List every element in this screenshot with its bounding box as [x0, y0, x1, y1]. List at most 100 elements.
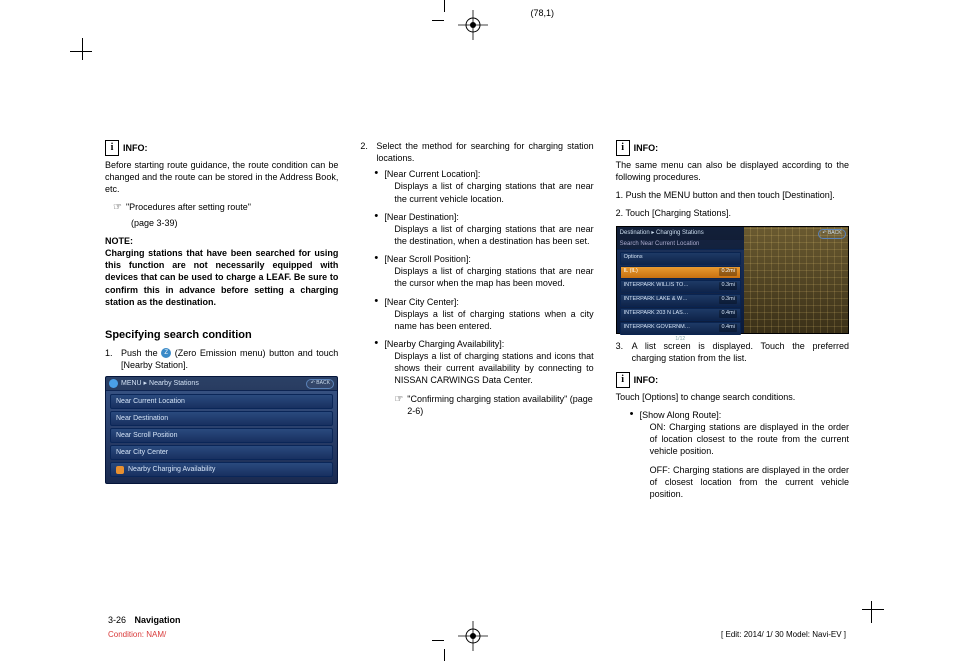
- option-title: [Near Scroll Position]:: [384, 254, 471, 264]
- destination-screenshot: Destination ▸ Charging Stations Search N…: [616, 226, 849, 334]
- row-distance: 0.4mi: [719, 324, 736, 331]
- option-title: [Near City Center]:: [384, 297, 459, 307]
- destination-rows: Options IL (IL) 0.2mi INTERPARK WILLIS TO…: [617, 250, 744, 345]
- page-number: 3-26: [108, 615, 126, 625]
- step-text: A list screen is displayed. Touch the pr…: [632, 341, 849, 363]
- screenshot-header: Destination ▸ Charging Stations: [617, 227, 744, 240]
- back-button: ↶ BACK: [306, 379, 334, 389]
- column-2: 2. Select the method for searching for c…: [360, 140, 593, 506]
- info-label: INFO:: [123, 142, 148, 154]
- option-desc: Displays a list of charging stations tha…: [384, 265, 593, 289]
- option-item: [Show Along Route]: ON: Charging station…: [630, 409, 849, 500]
- option-item: [Near City Center]: Displays a list of c…: [374, 296, 593, 332]
- registration-mark-top: [458, 10, 488, 40]
- info-heading: i INFO:: [105, 140, 338, 156]
- content-columns: i INFO: Before starting route guidance, …: [50, 30, 904, 506]
- row-name: INTERPARK LAKE & W…: [624, 296, 688, 303]
- edit-mark: [ Edit: 2014/ 1/ 30 Model: Navi-EV ]: [721, 630, 846, 639]
- info-icon: i: [616, 372, 630, 388]
- crop-mark: [432, 640, 444, 641]
- screenshot-subheader: Search Near Current Location: [617, 240, 744, 250]
- option-off-desc: OFF: Charging stations are displayed in …: [640, 464, 849, 500]
- row-distance: 0.3mi: [719, 296, 736, 303]
- option-desc: Displays a list of charging stations tha…: [384, 223, 593, 247]
- condition-mark: Condition: NAM/: [108, 630, 166, 639]
- option-desc: Displays a list of charging stations tha…: [384, 180, 593, 204]
- info-body: The same menu can also be displayed acco…: [616, 159, 849, 183]
- step-number: 1.: [105, 347, 113, 359]
- crop-mark: [871, 601, 872, 623]
- section-name: Navigation: [135, 615, 181, 625]
- procedure-line: 2. Touch [Charging Stations].: [616, 207, 849, 219]
- info-body: Before starting route guidance, the rout…: [105, 159, 338, 195]
- step-3: 3. A list screen is displayed. Touch the…: [616, 340, 849, 364]
- row-name: INTERPARK GOVERNM…: [624, 324, 691, 331]
- row-name: INTERPARK WILLIS TO…: [624, 282, 689, 289]
- crop-mark: [444, 0, 445, 12]
- crop-mark: [862, 609, 884, 610]
- note-body: Charging stations that have been searche…: [105, 247, 338, 308]
- option-title: [Nearby Charging Availability]:: [384, 339, 504, 349]
- row-distance: 0.3mi: [719, 282, 736, 289]
- note-label: NOTE:: [105, 235, 338, 247]
- options-label: Options: [624, 254, 643, 261]
- cross-reference: ☞ "Confirming charging station availabil…: [394, 393, 593, 417]
- back-button: ↶ BACK: [818, 229, 846, 239]
- option-on-desc: ON: Charging stations are displayed in t…: [640, 421, 849, 457]
- menu-row: Near Destination: [110, 411, 333, 426]
- menu-icon: [109, 379, 118, 388]
- option-item: [Near Destination]: Displays a list of c…: [374, 211, 593, 247]
- step-number: 3.: [616, 340, 624, 352]
- crop-mark: [70, 51, 92, 52]
- ref-text: "Procedures after setting route": [126, 201, 251, 213]
- section-title: Specifying search condition: [105, 328, 338, 343]
- info-icon: i: [105, 140, 119, 156]
- ref-page: (page 3-39): [105, 217, 338, 229]
- zero-emission-icon: Z: [161, 348, 171, 358]
- row-name: INTERPARK 203 N LAS…: [624, 310, 689, 317]
- row-distance: 0.2mi: [719, 268, 736, 275]
- crop-mark: [82, 38, 83, 60]
- cross-reference: ☞ "Procedures after setting route": [113, 201, 338, 215]
- map-preview: ↶ BACK: [744, 227, 848, 333]
- step-1: 1. Push the Z (Zero Emission menu) butto…: [105, 347, 338, 371]
- screenshot-header: MENU ▸ Nearby Stations ↶ BACK: [106, 377, 337, 391]
- column-1: i INFO: Before starting route guidance, …: [105, 140, 338, 506]
- info-heading: i INFO:: [616, 140, 849, 156]
- destination-row: INTERPARK WILLIS TO… 0.3mi: [620, 280, 741, 293]
- step-text: Select the method for searching for char…: [376, 141, 593, 163]
- row-name: IL (IL): [624, 268, 638, 275]
- row-distance: 0.4mi: [719, 310, 736, 317]
- info-body: Touch [Options] to change search conditi…: [616, 391, 849, 403]
- registration-mark-bottom: [458, 621, 488, 651]
- pointer-icon: ☞: [113, 201, 122, 215]
- info-icon: i: [616, 140, 630, 156]
- option-item: [Nearby Charging Availability]: Displays…: [374, 338, 593, 417]
- option-title: [Near Destination]:: [384, 212, 459, 222]
- crop-mark: [444, 649, 445, 661]
- destination-row: INTERPARK LAKE & W… 0.3mi: [620, 294, 741, 307]
- options-row: Options: [620, 252, 741, 265]
- option-desc: Displays a list of charging stations and…: [384, 350, 593, 386]
- info-heading: i INFO:: [616, 372, 849, 388]
- pointer-icon: ☞: [394, 393, 403, 407]
- option-item: [Near Current Location]: Displays a list…: [374, 168, 593, 204]
- menu-row-label: Nearby Charging Availability: [128, 465, 215, 474]
- destination-row: INTERPARK 203 N LAS… 0.4mi: [620, 308, 741, 321]
- step-text-a: Push the: [121, 348, 161, 358]
- ref-text: "Confirming charging station availabilit…: [407, 393, 593, 417]
- page-marker: (78,1): [530, 8, 554, 18]
- step-2: 2. Select the method for searching for c…: [360, 140, 593, 164]
- menu-row: Near Scroll Position: [110, 428, 333, 443]
- destination-row: IL (IL) 0.2mi: [620, 266, 741, 279]
- availability-icon: [116, 466, 124, 474]
- step-number: 2.: [360, 140, 368, 152]
- nearby-stations-screenshot: MENU ▸ Nearby Stations ↶ BACK Near Curre…: [105, 376, 338, 484]
- procedure-line: 1. Push the MENU button and then touch […: [616, 189, 849, 201]
- info-label: INFO:: [634, 374, 659, 386]
- destination-list-panel: Destination ▸ Charging Stations Search N…: [617, 227, 744, 333]
- crop-mark: [432, 20, 444, 21]
- menu-row: Nearby Charging Availability: [110, 462, 333, 477]
- destination-row: INTERPARK GOVERNM… 0.4mi: [620, 322, 741, 335]
- page-footer: 3-26 Navigation: [108, 615, 181, 625]
